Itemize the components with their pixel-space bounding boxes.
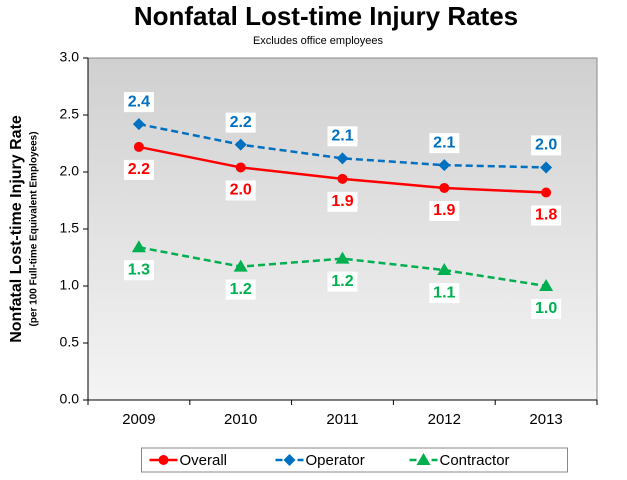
marker: [437, 263, 452, 276]
legend-label: Operator: [306, 452, 365, 469]
x-tick-label: 2010: [224, 411, 257, 428]
data-label: 2.4: [128, 93, 150, 110]
y-tick-label: 3.0: [60, 49, 80, 65]
label-background: [327, 271, 358, 292]
chart-title: Nonfatal Lost-time Injury Rates: [134, 1, 518, 31]
marker: [234, 138, 247, 151]
y-axis-title: Nonfatal Lost-time Injury Rate: [8, 115, 25, 343]
label-background: [429, 200, 460, 221]
marker: [158, 455, 169, 465]
marker: [235, 162, 246, 173]
marker: [133, 141, 144, 152]
data-label: 1.9: [331, 193, 353, 210]
data-label: 1.8: [535, 207, 557, 224]
data-label: 2.1: [433, 134, 455, 151]
y-tick-label: 2.0: [60, 163, 80, 179]
marker: [336, 152, 349, 165]
marker: [131, 240, 146, 253]
marker: [439, 182, 450, 193]
label-background: [327, 191, 358, 212]
data-label: 2.2: [128, 161, 150, 178]
marker: [541, 187, 552, 198]
label-background: [531, 205, 562, 226]
y-tick-label: 0.0: [60, 391, 80, 407]
data-label: 1.2: [331, 273, 353, 290]
marker: [337, 173, 348, 184]
marker: [283, 454, 296, 466]
legend-box: [141, 447, 568, 473]
marker: [132, 118, 145, 131]
label-background: [123, 159, 154, 180]
y-tick-label: 0.5: [60, 334, 80, 350]
x-tick-label: 2013: [529, 411, 562, 428]
data-label: 1.0: [535, 300, 557, 317]
label-background: [123, 92, 154, 113]
data-label: 2.0: [535, 137, 557, 154]
series-line: [138, 246, 547, 288]
y-tick-label: 1.5: [60, 220, 80, 236]
label-background: [429, 283, 460, 304]
marker: [438, 159, 451, 172]
x-tick-label: 2011: [326, 411, 358, 428]
data-label: 2.2: [230, 114, 252, 131]
label-background: [225, 112, 256, 133]
data-label: 1.9: [433, 202, 455, 219]
legend: Overall Operator Contractor: [141, 447, 568, 473]
marker: [539, 279, 554, 291]
label-background: [531, 299, 562, 319]
label-background: [225, 180, 256, 201]
chart-subtitle: Excludes office employees: [253, 35, 384, 47]
plot-area: [87, 57, 598, 401]
y-tick-label: 2.5: [60, 106, 80, 122]
label-background: [225, 279, 256, 300]
marker: [335, 251, 350, 264]
label-background: [123, 260, 154, 281]
marker: [416, 453, 431, 465]
marker: [233, 259, 248, 272]
data-label: 2.1: [331, 128, 353, 145]
x-tick-label: 2009: [122, 411, 155, 428]
data-label: 1.3: [128, 261, 150, 278]
marker: [540, 161, 553, 174]
legend-label: Contractor: [440, 452, 510, 469]
y-axis-subtitle: (per 100 Full-time Equivalent Employees): [29, 131, 40, 326]
series-line: [138, 122, 547, 169]
data-label: 2.0: [230, 182, 252, 199]
legend-label: Overall: [180, 452, 228, 469]
x-tick-label: 2012: [428, 411, 461, 428]
data-label: 1.1: [433, 284, 455, 301]
label-background: [327, 126, 358, 147]
data-label: 1.2: [230, 281, 252, 298]
y-tick-label: 1.0: [60, 277, 80, 293]
label-background: [429, 133, 460, 154]
label-background: [531, 135, 562, 156]
